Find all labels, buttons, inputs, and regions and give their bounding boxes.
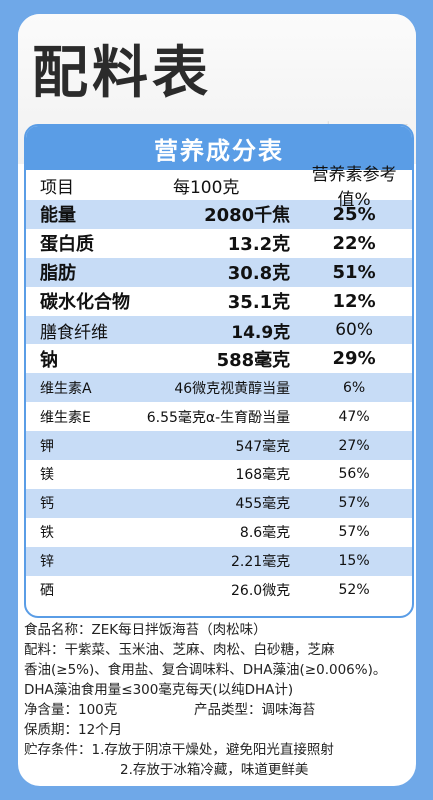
nutrient-nrv: 22% (332, 232, 376, 254)
nutrient-nrv: 25% (332, 203, 376, 225)
table-title: 营养成分表 (26, 126, 412, 170)
nutrient-nrv: 15% (338, 553, 370, 570)
nutrient-name: 锌 (40, 554, 54, 571)
ingredients-line: 香油(≥5%)、食用盐、复合调味料、DHA藻油(≥0.006%)。 (24, 662, 387, 678)
nutrient-amount: 168毫克 (235, 467, 291, 484)
nutrient-nrv: 60% (335, 320, 373, 340)
table-row: 铁 8.6毫克 57% (26, 518, 412, 547)
nutrient-name: 蛋白质 (40, 234, 94, 256)
product-type: 产品类型：调味海苔 (194, 702, 316, 718)
nutrient-name: 钾 (40, 438, 54, 455)
weight-type-row: 净含量：100克 产品类型：调味海苔 (24, 700, 408, 720)
column-header-amount: 每100克 (172, 177, 240, 198)
nutrient-amount: 588毫克 (216, 349, 291, 371)
nutrient-amount: 8.6毫克 (239, 525, 291, 542)
table-row: 锌 2.21毫克 15% (26, 546, 412, 576)
label-card: ZANS READ | BOOK 配料表 营养成分表 项目 每100克 营养素参… (18, 14, 416, 786)
nutrient-name: 镁 (40, 467, 54, 484)
nutrient-name: 碳水化合物 (40, 292, 130, 314)
table-row: 膳食纤维 14.9克 60% (26, 315, 412, 345)
nutrient-nrv: 57% (338, 495, 370, 512)
dha-limit: DHA藻油食用量≤300毫克每天(以纯DHA计) (24, 682, 294, 698)
table-row: 维生素E 6.55毫克α-生育酚当量 47% (26, 402, 412, 431)
nutrient-name: 硒 (40, 583, 54, 600)
table-row: 能量 2080千焦 25% (26, 200, 412, 229)
nutrient-nrv: 29% (332, 348, 376, 370)
nutrient-name: 能量 (40, 205, 76, 227)
nutrient-amount: 2.21毫克 (231, 554, 291, 571)
net-weight: 净含量：100克 (24, 702, 118, 718)
table-row: 碳水化合物 35.1克 12% (26, 287, 412, 316)
nutrient-amount: 2080千焦 (204, 205, 291, 227)
nutrient-nrv: 52% (338, 582, 370, 599)
nutrient-name: 维生素E (40, 409, 91, 426)
nutrient-amount: 46微克视黄醇当量 (174, 380, 291, 397)
nutrient-nrv: 51% (332, 261, 376, 283)
nutrient-name: 钠 (40, 349, 58, 371)
table-row: 钙 455毫克 57% (26, 488, 412, 518)
nutrient-name: 铁 (40, 525, 54, 542)
page-title: 配料表 (32, 41, 212, 106)
table-row: 脂肪 30.8克 51% (26, 257, 412, 287)
storage-condition: 贮存条件：1.存放于阴凉干燥处，避免阳光直接照射 (24, 742, 334, 758)
nutrient-amount: 547毫克 (235, 438, 291, 455)
column-header-nrv: 营养素参考值% (311, 165, 397, 210)
nutrient-amount: 455毫克 (235, 496, 291, 513)
nutrient-amount: 13.2克 (227, 234, 291, 256)
nutrient-nrv: 56% (338, 466, 370, 483)
nutrient-amount: 35.1克 (227, 292, 291, 314)
nutrient-amount: 14.9克 (231, 322, 291, 343)
nutrient-amount: 26.0微克 (231, 583, 291, 600)
nutrient-nrv: 27% (338, 437, 370, 454)
nutrient-nrv: 47% (338, 408, 370, 425)
storage-condition: 2.存放于冰箱冷藏，味道更鲜美 (120, 762, 309, 778)
ingredients-line: 配料：干紫菜、玉米油、芝麻、肉松、白砂糖，芝麻 (24, 642, 335, 658)
nutrient-name: 脂肪 (40, 263, 76, 285)
nutrient-name: 维生素A (40, 380, 92, 397)
product-name: 食品名称：ZEK每日拌饭海苔（肉松味） (24, 622, 267, 638)
table-row: 蛋白质 13.2克 22% (26, 229, 412, 258)
table-row: 钠 588毫克 29% (26, 344, 412, 373)
nutrient-name: 钙 (40, 496, 54, 513)
table-row: 镁 168毫克 56% (26, 460, 412, 489)
column-header-row: 项目 每100克 营养素参考值% (26, 165, 412, 210)
product-info: 食品名称：ZEK每日拌饭海苔（肉松味） 配料：干紫菜、玉米油、芝麻、肉松、白砂糖… (18, 616, 416, 786)
shelf-life: 保质期：12个月 (24, 722, 123, 738)
column-header-item: 项目 (40, 177, 74, 198)
table-row: 硒 26.0微克 52% (26, 576, 412, 605)
nutrient-name: 膳食纤维 (40, 322, 108, 343)
nutrient-nrv: 6% (342, 379, 366, 396)
table-row: 维生素A 46微克视黄醇当量 6% (26, 373, 412, 403)
nutrient-nrv: 12% (332, 290, 376, 312)
nutrition-table: 营养成分表 项目 每100克 营养素参考值% 能量 2080千焦 25% 蛋白质… (24, 124, 414, 618)
nutrient-amount: 6.55毫克α-生育酚当量 (146, 409, 291, 426)
nutrient-amount: 30.8克 (227, 263, 291, 285)
nutrient-nrv: 57% (338, 524, 370, 541)
table-row: 钾 547毫克 27% (26, 431, 412, 461)
